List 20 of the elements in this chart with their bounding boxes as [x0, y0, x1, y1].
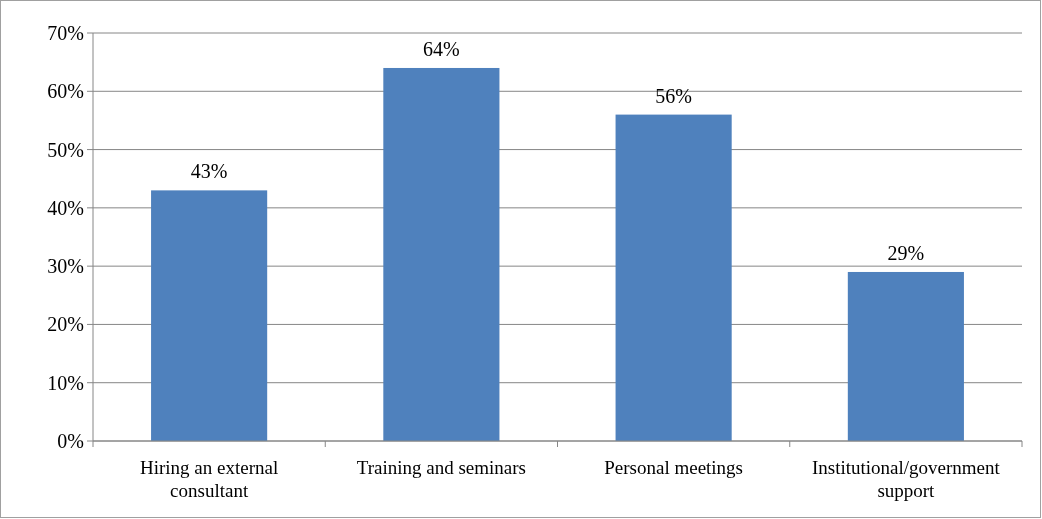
- y-tick-label: 40%: [47, 196, 84, 219]
- y-tick-label: 30%: [47, 255, 84, 278]
- y-tick-label: 0%: [57, 430, 84, 452]
- bar: [383, 67, 500, 441]
- data-label: 64%: [423, 37, 460, 60]
- data-label: 56%: [655, 84, 692, 107]
- bar: [615, 114, 732, 441]
- x-tick-label: Institutional/government support: [811, 457, 1001, 501]
- y-tick-label: 20%: [47, 313, 84, 336]
- y-tick-label: 70%: [47, 22, 84, 44]
- data-label: 43%: [190, 160, 228, 183]
- bar: [151, 190, 268, 441]
- x-tick-label: Training and seminars: [356, 457, 526, 478]
- bar: [847, 271, 964, 441]
- data-label: 29%: [887, 241, 925, 264]
- y-tick-label: 60%: [47, 80, 84, 103]
- y-tick-label: 10%: [47, 371, 84, 394]
- y-tick-label: 50%: [47, 138, 84, 161]
- x-tick-label: Personal meetings: [604, 457, 744, 478]
- x-tick-label: Hiring an external consultant: [140, 457, 279, 501]
